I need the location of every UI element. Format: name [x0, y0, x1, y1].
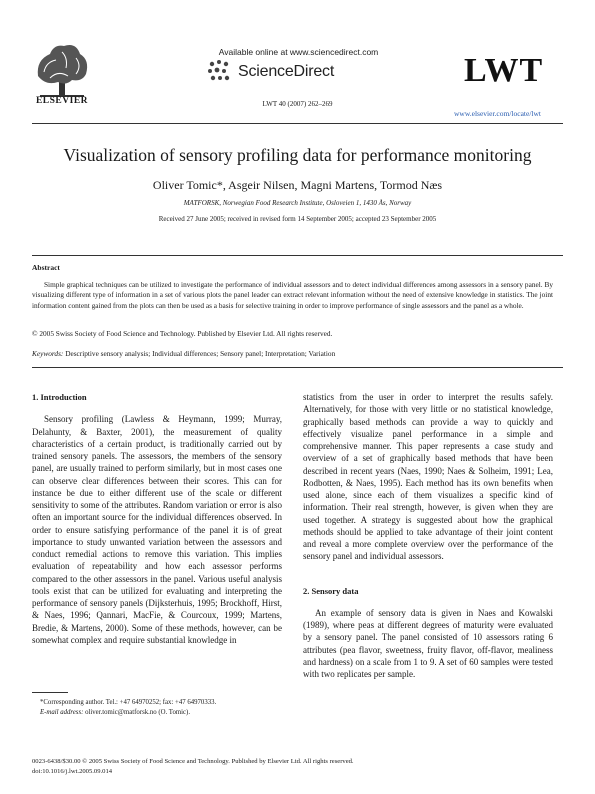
- journal-logo: LWT: [464, 52, 544, 89]
- right-column: statistics from the user in order to int…: [303, 391, 553, 680]
- author-affiliation: MATFORSK, Norwegian Food Research Instit…: [183, 199, 412, 207]
- journal-url-link[interactable]: www.elsevier.com/locate/lwt: [454, 109, 541, 118]
- abstract-heading: Abstract: [32, 263, 60, 272]
- sciencedirect-logo: [206, 58, 406, 84]
- publisher-name: ELSEVIER: [35, 96, 89, 106]
- doi[interactable]: doi:10.1016/j.lwt.2005.09.014: [32, 767, 113, 775]
- sciencedirect-wordmark: ScienceDirect: [238, 63, 335, 80]
- article-history: Received 27 June 2005; received in revis…: [158, 215, 437, 223]
- abstract-copyright: © 2005 Swiss Society of Food Science and…: [32, 329, 333, 338]
- email-label: E-mail address:: [40, 709, 84, 716]
- article-authors: Oliver Tomic*, Asgeir Nilsen, Magni Mart…: [152, 178, 443, 192]
- sensory-data-paragraph: An example of sensory data is given in N…: [303, 607, 553, 679]
- abstract-text: Simple graphical techniques can be utili…: [32, 280, 553, 310]
- keywords-label: Keywords:: [32, 349, 64, 358]
- abstract-bottom-divider: [32, 367, 563, 368]
- elsevier-tree-logo: [32, 40, 92, 102]
- footnote-contact: *Corresponding author. Tel.: +47 6497025…: [40, 699, 217, 706]
- header-divider: [32, 123, 563, 124]
- journal-citation: LWT 40 (2007) 262–269: [262, 100, 333, 108]
- sciencedirect-dots-icon: [208, 60, 230, 81]
- available-online-text[interactable]: Available online at www.sciencedirect.co…: [218, 47, 379, 57]
- section-1-heading: 1. Introduction: [32, 392, 87, 402]
- introduction-continued: statistics from the user in order to int…: [303, 392, 553, 562]
- issn-copyright: 0023-6438/$30.00 © 2005 Swiss Society of…: [32, 758, 354, 765]
- page-footer: 0023-6438/$30.00 © 2005 Swiss Society of…: [32, 757, 354, 776]
- footnote-divider: [32, 692, 68, 693]
- section-2-heading: 2. Sensory data: [303, 585, 359, 596]
- keywords-list: Descriptive sensory analysis; Individual…: [65, 349, 336, 358]
- abstract-top-divider: [32, 255, 563, 256]
- introduction-paragraph: Sensory profiling (Lawless & Heymann, 19…: [32, 414, 282, 645]
- article-title: Visualization of sensory profiling data …: [63, 145, 532, 165]
- keywords: Keywords: Descriptive sensory analysis; …: [32, 349, 335, 358]
- corresponding-author-footnote: *Corresponding author. Tel.: +47 6497025…: [40, 698, 216, 718]
- left-column: 1. Introduction Sensory profiling (Lawle…: [32, 391, 282, 646]
- email-address[interactable]: oliver.tomic@matforsk.no (O. Tomic).: [85, 709, 191, 716]
